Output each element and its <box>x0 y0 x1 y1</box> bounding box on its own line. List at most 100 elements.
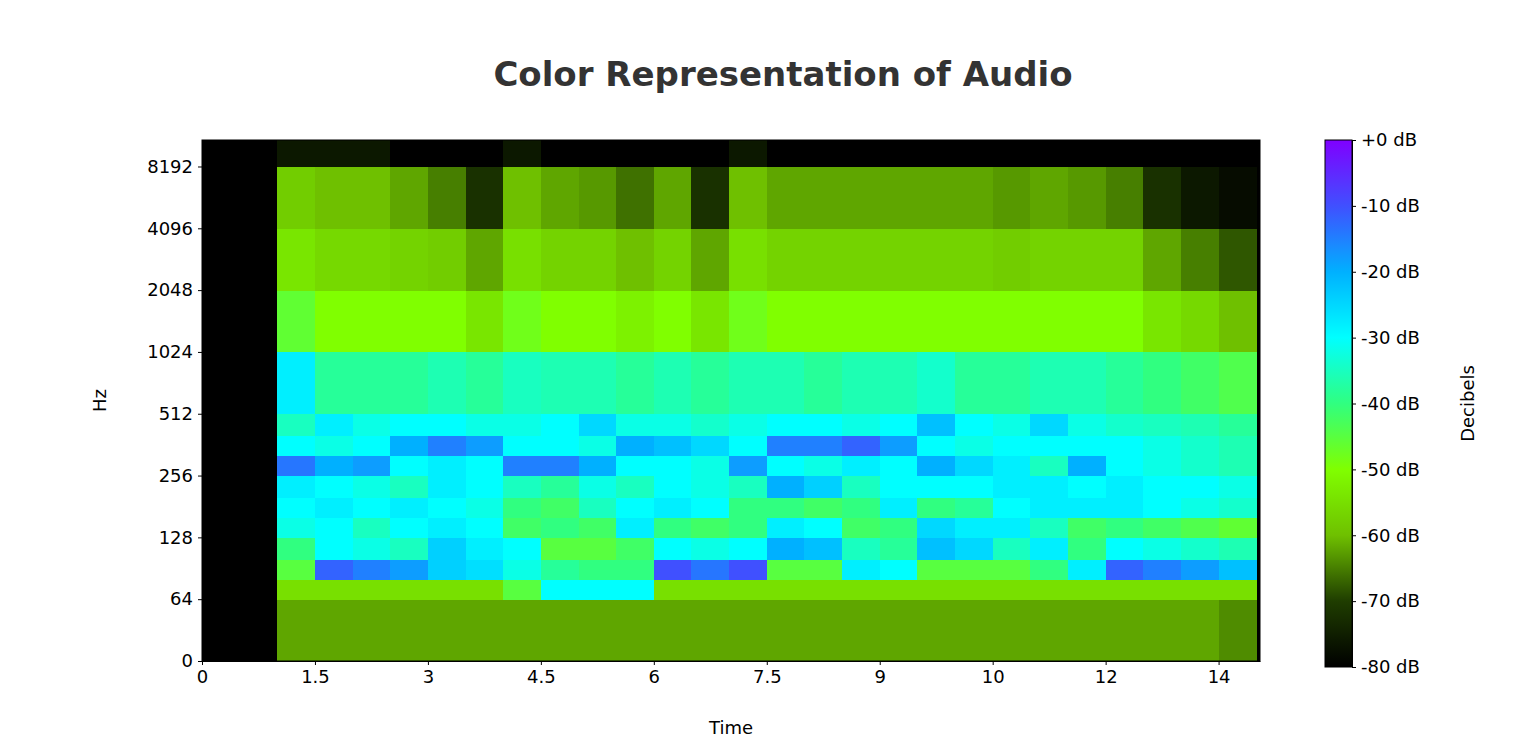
cell <box>880 559 918 579</box>
cell <box>654 537 692 560</box>
tick-label: -30 dB <box>1361 327 1420 348</box>
cell <box>315 140 353 167</box>
cell <box>1181 140 1219 167</box>
cell <box>1219 352 1257 414</box>
cell <box>202 166 240 228</box>
cell <box>202 436 240 456</box>
cell <box>842 140 880 167</box>
tick: 4.5 <box>527 661 556 687</box>
cell <box>993 140 1031 167</box>
cell <box>390 498 428 518</box>
cell <box>804 559 842 579</box>
cell <box>1106 290 1144 352</box>
tick-mark <box>993 661 994 665</box>
cell <box>729 537 767 560</box>
cell <box>880 140 918 167</box>
cell <box>880 228 918 290</box>
cell <box>767 140 805 167</box>
cell <box>654 599 692 661</box>
cell <box>390 559 428 579</box>
tick-label: 9 <box>874 666 885 687</box>
cell <box>955 498 993 518</box>
cell <box>428 498 466 518</box>
cell <box>240 228 278 290</box>
tick: 7.5 <box>753 661 782 687</box>
cell <box>202 579 240 599</box>
cell <box>842 517 880 537</box>
cell <box>202 537 240 560</box>
cell <box>353 456 391 476</box>
cell <box>1068 559 1106 579</box>
cell <box>579 559 617 579</box>
cell <box>654 579 692 599</box>
tick: -50 dB <box>1352 459 1420 480</box>
cell <box>466 228 504 290</box>
cell <box>842 498 880 518</box>
cell <box>202 414 240 437</box>
cell <box>729 476 767 499</box>
cell <box>240 290 278 352</box>
cell <box>955 352 993 414</box>
tick-mark <box>1106 661 1107 665</box>
cell <box>955 517 993 537</box>
cell <box>880 476 918 499</box>
cell <box>353 476 391 499</box>
tick: 256 <box>159 465 202 486</box>
tick-label: -80 dB <box>1361 656 1420 677</box>
tick-mark <box>1352 601 1356 602</box>
cell <box>1068 517 1106 537</box>
cell <box>277 599 315 661</box>
cell <box>1219 456 1257 476</box>
cell <box>842 559 880 579</box>
cell <box>353 537 391 560</box>
cell <box>804 228 842 290</box>
x-axis-title: Time <box>708 717 753 738</box>
cell <box>842 456 880 476</box>
cell <box>804 414 842 437</box>
cell <box>729 436 767 456</box>
tick-label: 14 <box>1208 666 1231 687</box>
cell <box>353 352 391 414</box>
cell <box>691 599 729 661</box>
cell <box>993 599 1031 661</box>
cell <box>767 537 805 560</box>
cell <box>541 228 579 290</box>
cell <box>202 599 240 661</box>
cell <box>955 599 993 661</box>
cell <box>353 140 391 167</box>
cell <box>767 414 805 437</box>
cell <box>240 537 278 560</box>
cell <box>917 436 955 456</box>
cell <box>1030 559 1068 579</box>
tick-label: -40 dB <box>1361 393 1420 414</box>
cell <box>1106 140 1144 167</box>
cell <box>1219 476 1257 499</box>
cell <box>729 140 767 167</box>
cell <box>993 290 1031 352</box>
tick-label: 7.5 <box>753 666 782 687</box>
cell <box>277 166 315 228</box>
cell <box>955 436 993 456</box>
tick: 8192 <box>147 156 202 177</box>
colorbar <box>1325 140 1352 667</box>
cell <box>1181 436 1219 456</box>
cell <box>503 166 541 228</box>
tick-label: +0 dB <box>1361 129 1417 150</box>
cell <box>541 579 579 599</box>
cell <box>541 436 579 456</box>
cell <box>1219 290 1257 352</box>
cell <box>917 352 955 414</box>
cell <box>1143 599 1181 661</box>
tick: 12 <box>1095 661 1118 687</box>
tick-mark <box>198 476 202 477</box>
cell <box>1143 579 1181 599</box>
cell <box>842 228 880 290</box>
cell <box>729 414 767 437</box>
cell <box>277 456 315 476</box>
cell <box>917 290 955 352</box>
tick-mark <box>1352 469 1356 470</box>
cell <box>277 579 315 599</box>
cell <box>917 140 955 167</box>
cell <box>240 352 278 414</box>
cell <box>277 559 315 579</box>
